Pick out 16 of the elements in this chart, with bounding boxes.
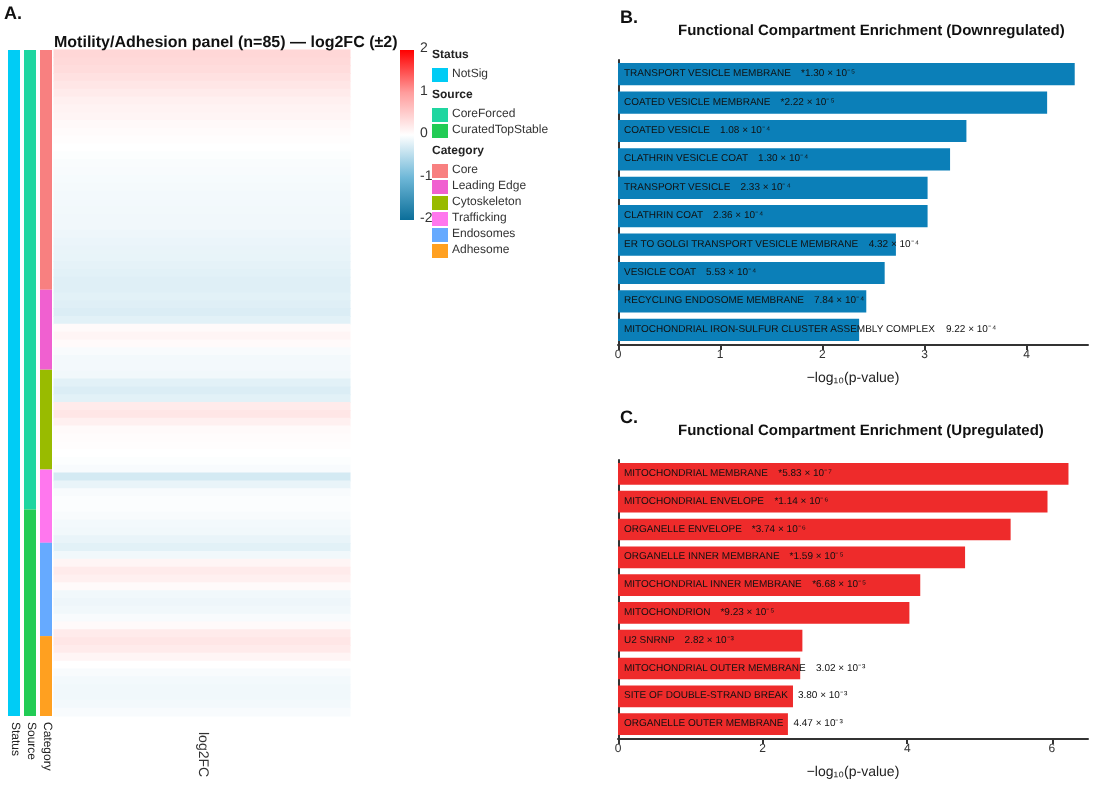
text: C. <box>620 407 638 427</box>
text: B. <box>620 7 638 27</box>
bar <box>618 463 1069 485</box>
bar <box>618 602 910 624</box>
bar <box>618 261 885 285</box>
bar <box>618 119 967 143</box>
text: A. <box>4 3 22 23</box>
bar <box>618 546 966 569</box>
bar <box>618 176 928 199</box>
bar <box>618 490 1048 513</box>
chart-title: Motility/Adhesion panel (n=85) — log2FC (±2) <box>54 33 399 51</box>
bar <box>618 629 803 652</box>
bar <box>618 205 928 228</box>
bar <box>618 63 1075 86</box>
bar <box>618 91 1048 114</box>
bar <box>618 148 951 171</box>
